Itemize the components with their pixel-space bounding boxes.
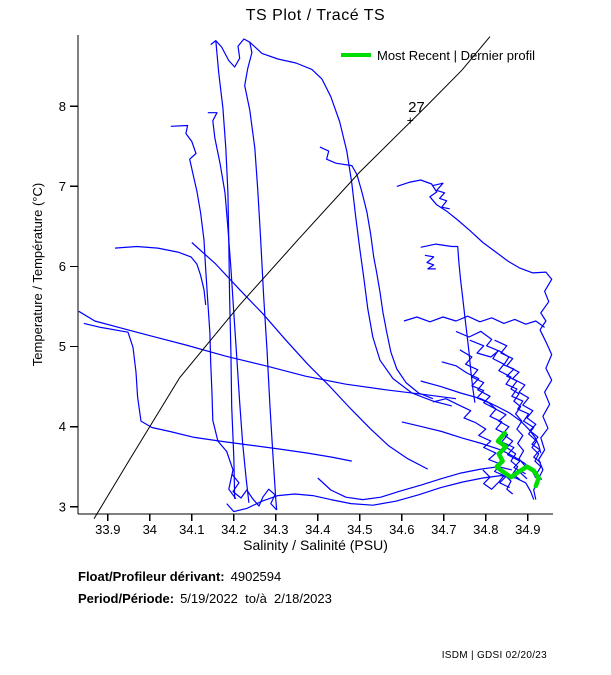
ts-profile-line [482,469,514,495]
ts-profile-line [533,329,553,500]
y-tick-label: 3 [59,499,66,514]
contour-label: 27 [408,99,425,116]
y-tick-label: 7 [59,179,66,194]
float-value: 4902594 [230,569,282,584]
y-tick-label: 6 [59,259,66,274]
period-label: Period/Période: [78,591,175,606]
density-contour-line [93,36,491,520]
ts-profile-line [459,349,526,475]
period-value: 5/19/2022 to/à 2/18/2023 [180,591,332,606]
x-tick-label: 34.1 [179,522,204,537]
x-tick-label: 34.2 [221,522,246,537]
x-tick-label: 34.9 [515,522,540,537]
isdm-credit: ISDM | GDSI 02/20/23 [441,650,547,661]
contour-marker: + [407,114,414,128]
x-tick-label: 34.5 [347,522,372,537]
y-tick-label: 8 [59,99,66,114]
ts-profile-line [170,124,237,500]
x-tick-label: 34.8 [473,522,498,537]
ts-profile-line [441,361,521,481]
ts-profile-line [191,242,429,470]
y-tick-label: 5 [59,339,66,354]
ts-profile-line [396,179,553,331]
y-tick-label: 4 [59,419,66,434]
x-tick-label: 34.3 [263,522,288,537]
x-axis-title: Salinity / Salinité (PSU) [243,537,388,553]
ts-profile-line [215,40,236,499]
y-axis-title: Temperature / Température (°C) [30,183,45,366]
ts-profile-line [317,466,512,501]
ts-profile-line [78,310,457,400]
x-tick-label: 34 [143,522,157,537]
ts-profile-line [249,41,452,407]
ts-profile-line [231,473,278,511]
float-label: Float/Profileur dérivant: [78,569,225,584]
x-tick-label: 34.4 [305,522,330,537]
ts-profile-line [83,322,352,462]
ts-profile-line [494,339,542,464]
ts-profile-line [210,38,278,511]
x-tick-label: 34.7 [431,522,456,537]
float-info-line: Float/Profileur dérivant: 4902594 [78,569,281,584]
ts-profile-line [432,182,450,210]
ts-profile-line [319,146,434,400]
x-tick-label: 34.6 [389,522,414,537]
ts-profile-line [432,398,510,489]
x-tick-label: 33.9 [95,522,120,537]
legend-label: Most Recent | Dernier profil [377,48,535,63]
ts-profile-line [420,243,476,403]
period-info-line: Period/Période: 5/19/2022 to/à 2/18/2023 [78,591,332,606]
ts-profile-line [114,245,207,305]
ts-profile-line [424,254,436,270]
most-recent-profile-line [494,430,541,489]
ts-profile-line [207,112,250,503]
ts-profile-line [403,315,545,328]
plot-title: TS Plot / Tracé TS [245,7,386,24]
